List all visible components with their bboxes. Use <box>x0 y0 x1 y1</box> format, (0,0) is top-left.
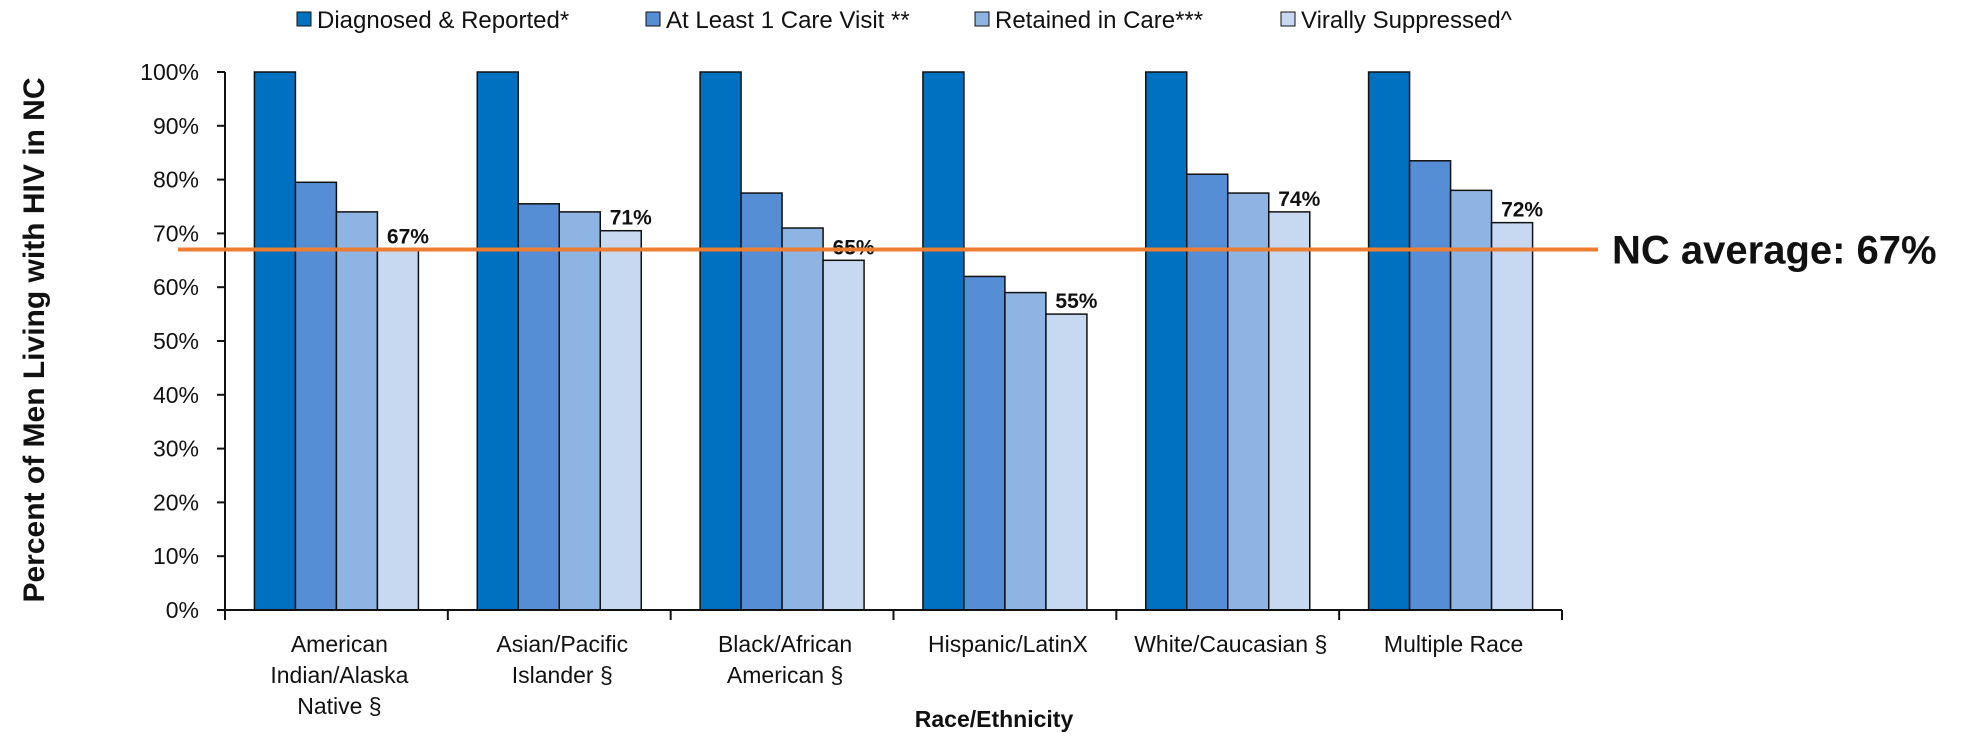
bar <box>335 211 379 611</box>
bar <box>1449 189 1493 611</box>
bar <box>740 192 783 611</box>
bar <box>699 71 742 611</box>
legend-label: Virally Suppressed^ <box>1301 7 1513 34</box>
bar <box>963 275 1006 611</box>
bar <box>294 181 338 611</box>
bar <box>1227 192 1270 611</box>
data-label: 72% <box>1501 199 1543 222</box>
y-tick-label: 10% <box>153 543 199 569</box>
y-tick-label: 50% <box>153 328 199 354</box>
legend-item: Retained in Care*** <box>974 7 1203 34</box>
category-label: Hispanic/LatinX <box>928 631 1088 657</box>
y-tick-label: 100% <box>140 59 199 85</box>
bar <box>476 71 519 611</box>
legend-label: Diagnosed & Reported* <box>317 7 569 34</box>
legend-label: Retained in Care*** <box>995 7 1203 34</box>
category-label: Multiple Race <box>1384 631 1523 657</box>
y-tick-label: 40% <box>153 382 199 408</box>
y-tick-label: 30% <box>153 436 199 462</box>
y-tick-label: 80% <box>153 167 199 193</box>
data-label: 74% <box>1278 188 1320 211</box>
x-axis-title: Race/Ethnicity <box>915 706 1074 732</box>
category-label: Black/African American § <box>718 631 852 688</box>
category-label: Asian/Pacific Islander § <box>496 631 628 688</box>
bar <box>1367 71 1411 611</box>
reference-line-group: NC average: 67% <box>178 229 1937 273</box>
bar <box>599 229 642 611</box>
bar <box>376 248 420 611</box>
bar <box>822 259 865 611</box>
legend-item: Virally Suppressed^ <box>1280 7 1513 34</box>
bar <box>1268 211 1311 611</box>
y-axis: 0% 10% 20% 30% 40% 50% 60% 70% 80% 90% 100% <box>140 59 226 623</box>
legend-item: Diagnosed & Reported* <box>296 7 569 34</box>
y-tick-label: 90% <box>153 113 199 139</box>
bar <box>1045 313 1088 611</box>
legend-swatch <box>645 11 661 27</box>
y-tick-label: 60% <box>153 274 199 300</box>
legend-swatch <box>296 11 312 27</box>
category-label: American Indian/Alaska Native § <box>270 631 408 719</box>
bar <box>922 71 965 611</box>
bar <box>253 71 297 611</box>
reference-line-label: NC average: 67% <box>1612 229 1937 273</box>
data-label: 71% <box>610 207 652 230</box>
bar <box>517 203 560 611</box>
x-axis: American Indian/Alaska Native § Asian/Pacif… <box>224 609 1563 719</box>
y-tick-label: 70% <box>153 220 199 246</box>
data-label: 55% <box>1055 290 1097 313</box>
bar <box>781 227 824 611</box>
data-label: 67% <box>387 226 429 249</box>
data-labels: 67%71%65%55%74%72% <box>387 188 1544 313</box>
bar <box>558 211 601 611</box>
y-tick-label: 0% <box>166 597 199 623</box>
legend-swatch <box>974 11 990 27</box>
bar <box>1186 173 1229 611</box>
bar <box>1145 71 1188 611</box>
legend-item: At Least 1 Care Visit ** <box>645 7 910 34</box>
legend-label: At Least 1 Care Visit ** <box>666 7 910 34</box>
bar <box>1408 160 1452 611</box>
legend-swatch <box>1280 11 1296 27</box>
bar <box>1004 291 1047 611</box>
category-label: White/Caucasian § <box>1134 631 1327 657</box>
y-axis-title: Percent of Men Living with HIV in NC <box>18 77 51 602</box>
bars <box>253 71 1534 611</box>
legend: Diagnosed & Reported* At Least 1 Care Vis… <box>296 7 1513 34</box>
bar <box>1490 221 1534 611</box>
y-tick-label: 20% <box>153 489 199 515</box>
